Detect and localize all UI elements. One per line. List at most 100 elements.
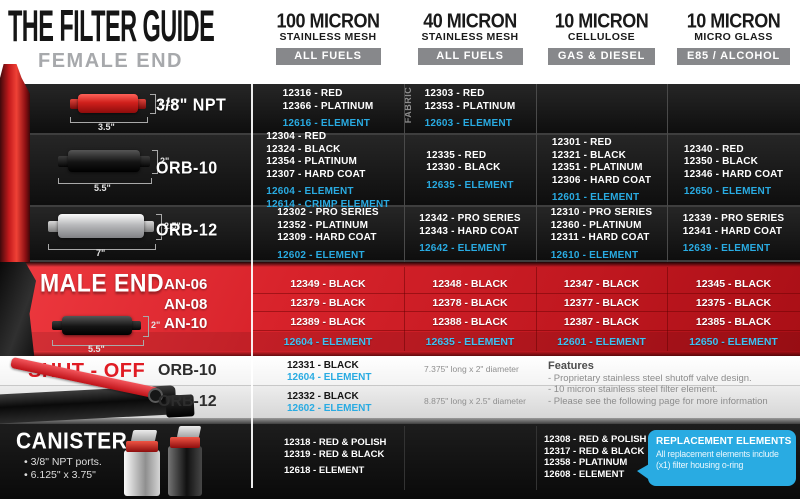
canister-black-image (168, 437, 202, 496)
part-number: 12379 - BLACK (290, 297, 366, 309)
cell-orb10-cellulose: 12301 - RED 12321 - BLACK 12351 - PLATIN… (536, 135, 667, 207)
micron-rating: 40 MICRON (423, 9, 517, 33)
canister-section-label: CANISTER (16, 429, 128, 454)
male-row-divider (252, 311, 800, 312)
part-number: 12330 - BLACK (426, 162, 501, 174)
element-part-number: 12618 - ELEMENT (284, 465, 365, 477)
fuel-badge: E85 / ALCOHOL (676, 48, 791, 65)
female-column-divider (667, 84, 668, 262)
shutoff-bottom-edge (0, 418, 800, 424)
dim-length-label: 3.5" (98, 122, 115, 132)
dim-diameter-label: 2.5" (164, 221, 181, 231)
part-number: 12350 - BLACK (683, 156, 759, 167)
male-row-divider (252, 293, 800, 294)
fuel-badge: GAS & DIESEL (547, 48, 656, 65)
part-number: 12377 - BLACK (563, 297, 640, 309)
canister-column-divider (536, 426, 537, 490)
element-part-number: 12635 - ELEMENT (426, 179, 514, 191)
part-number: 12353 - PLATINUM (424, 100, 516, 112)
red-filter-bottle-image (0, 64, 30, 262)
feature-item: - Please see the following page for more… (548, 396, 768, 407)
cell-npt-40micron: 12303 - RED 12353 - PLATINUM 12603 - ELE… (404, 84, 536, 135)
cell-orb12-cellulose: 12310 - PRO SERIES 12360 - PLATINUM 1231… (536, 207, 667, 262)
part-number: 12324 - BLACK (266, 143, 341, 155)
male-column-divider (667, 267, 668, 351)
replacement-elements-callout: REPLACEMENT ELEMENTS All replacement ele… (637, 430, 796, 486)
part-number: 12343 - HARD COAT (419, 225, 519, 237)
element-part-number: 12614 - CRIMP ELEMENT (266, 198, 390, 210)
part-number: 12389 - BLACK (290, 316, 366, 328)
part-number: 12307 - HARD COAT (266, 168, 366, 180)
part-number: 12342 - PRO SERIES (419, 213, 521, 225)
element-part-number: 12601 - ELEMENT (551, 192, 640, 204)
cell-orb12-100micron: 12302 - PRO SERIES 12352 - PLATINUM 1230… (252, 207, 404, 262)
shutoff-row-orb10 (0, 356, 800, 385)
shutoff-dimensions: 7.375" long x 2" diameter (424, 364, 519, 374)
element-part-number: 12650 - ELEMENT (689, 336, 778, 348)
element-part-number: 12603 - ELEMENT (424, 118, 513, 130)
part-number: 12304 - RED (266, 131, 327, 142)
features-title: Features (548, 360, 594, 372)
page-title: THE FILTER GUIDE (8, 0, 215, 51)
row-label-orb12: ORB-12 (156, 221, 218, 240)
fuel-badge: ALL FUELS (417, 48, 523, 65)
male-end-section (0, 262, 800, 356)
cell-orb12-40micron: 12342 - PRO SERIES 12343 - HARD COAT 126… (404, 207, 536, 262)
micron-rating: 100 MICRON (276, 9, 380, 33)
dim-length-label: 7" (96, 248, 106, 258)
male-end-section-label: MALE END (40, 268, 165, 297)
element-part-number: 12601 - ELEMENT (557, 336, 646, 348)
row-label-shutoff-orb12: ORB-12 (158, 393, 217, 410)
canister-silver-image (124, 441, 160, 496)
part-number: 12347 - BLACK (563, 278, 640, 290)
part-number: 12352 - PLATINUM (277, 219, 369, 231)
male-element-band (0, 332, 800, 351)
male-column-divider (404, 267, 405, 351)
part-number: 12310 - PRO SERIES (550, 207, 653, 218)
dim-diameter-label: 1.25" (158, 98, 180, 108)
element-part-number: 12616 - ELEMENT (282, 118, 371, 130)
element-part-number: 12604 - ELEMENT (283, 336, 373, 348)
element-part-number: 12650 - ELEMENT (683, 186, 772, 197)
part-number: 12306 - HARD COAT (551, 174, 652, 186)
media-type: STAINLESS MESH (279, 31, 377, 43)
female-column-divider (536, 84, 537, 262)
column-header-100-micron: 100 MICRON STAINLESS MESH ALL FUELS (252, 9, 404, 65)
male-row-divider (252, 330, 800, 331)
part-number: 12340 - RED (683, 143, 744, 155)
dim-diameter-label: 2" (151, 320, 161, 330)
dim-diameter-label: 2" (160, 156, 170, 166)
part-number: 12341 - HARD COAT (682, 225, 783, 237)
part-number: 12303 - RED (424, 88, 485, 100)
part-number: 12301 - RED (551, 137, 612, 149)
feature-item: - 10 micron stainless steel filter eleme… (548, 384, 718, 395)
part-number: 12346 - HARD COAT (683, 168, 784, 180)
cell-orb12-microglass: 12339 - PRO SERIES 12341 - HARD COAT 126… (667, 207, 800, 262)
part-number: 12335 - RED (426, 149, 487, 161)
part-number: 12375 - BLACK (695, 297, 772, 309)
row-label-shutoff-orb10: ORB-10 (158, 362, 217, 379)
label-column-divider (251, 84, 253, 488)
canister-spec-bullet: • 3/8" NPT ports. (24, 456, 102, 468)
male-column-divider (536, 267, 537, 351)
part-number: 12348 - BLACK (432, 278, 508, 290)
element-part-number: 12608 - ELEMENT (544, 468, 625, 480)
part-number: 12385 - BLACK (695, 316, 772, 328)
column-header-10-micron-microglass: 10 MICRON MICRO GLASS E85 / ALCOHOL (667, 10, 800, 65)
part-number: 12317 - RED & BLACK (544, 445, 645, 457)
shutoff-dimensions: 8.875" long x 2.5" diameter (424, 396, 526, 406)
part-number: 12339 - PRO SERIES (682, 213, 785, 225)
part-number: 12309 - HARD COAT (277, 232, 377, 243)
canister-column-divider (404, 426, 405, 490)
element-part-number: 12602 - ELEMENT (287, 403, 372, 414)
female-end-section-label: FEMALE END (38, 50, 183, 72)
row-label-an10: AN-10 (164, 315, 208, 332)
element-part-number: 12604 - ELEMENT (266, 186, 354, 197)
part-number: 12318 - RED & POLISH (284, 437, 387, 449)
part-number: 12345 - BLACK (695, 278, 772, 290)
element-part-number: 12639 - ELEMENT (682, 243, 771, 255)
cell-orb10-40micron: 12335 - RED 12330 - BLACK 12635 - ELEMEN… (404, 135, 536, 207)
part-number: 12360 - PLATINUM (550, 219, 642, 231)
fuel-badge: ALL FUELS (275, 48, 381, 65)
element-part-number: 12602 - ELEMENT (277, 249, 365, 261)
